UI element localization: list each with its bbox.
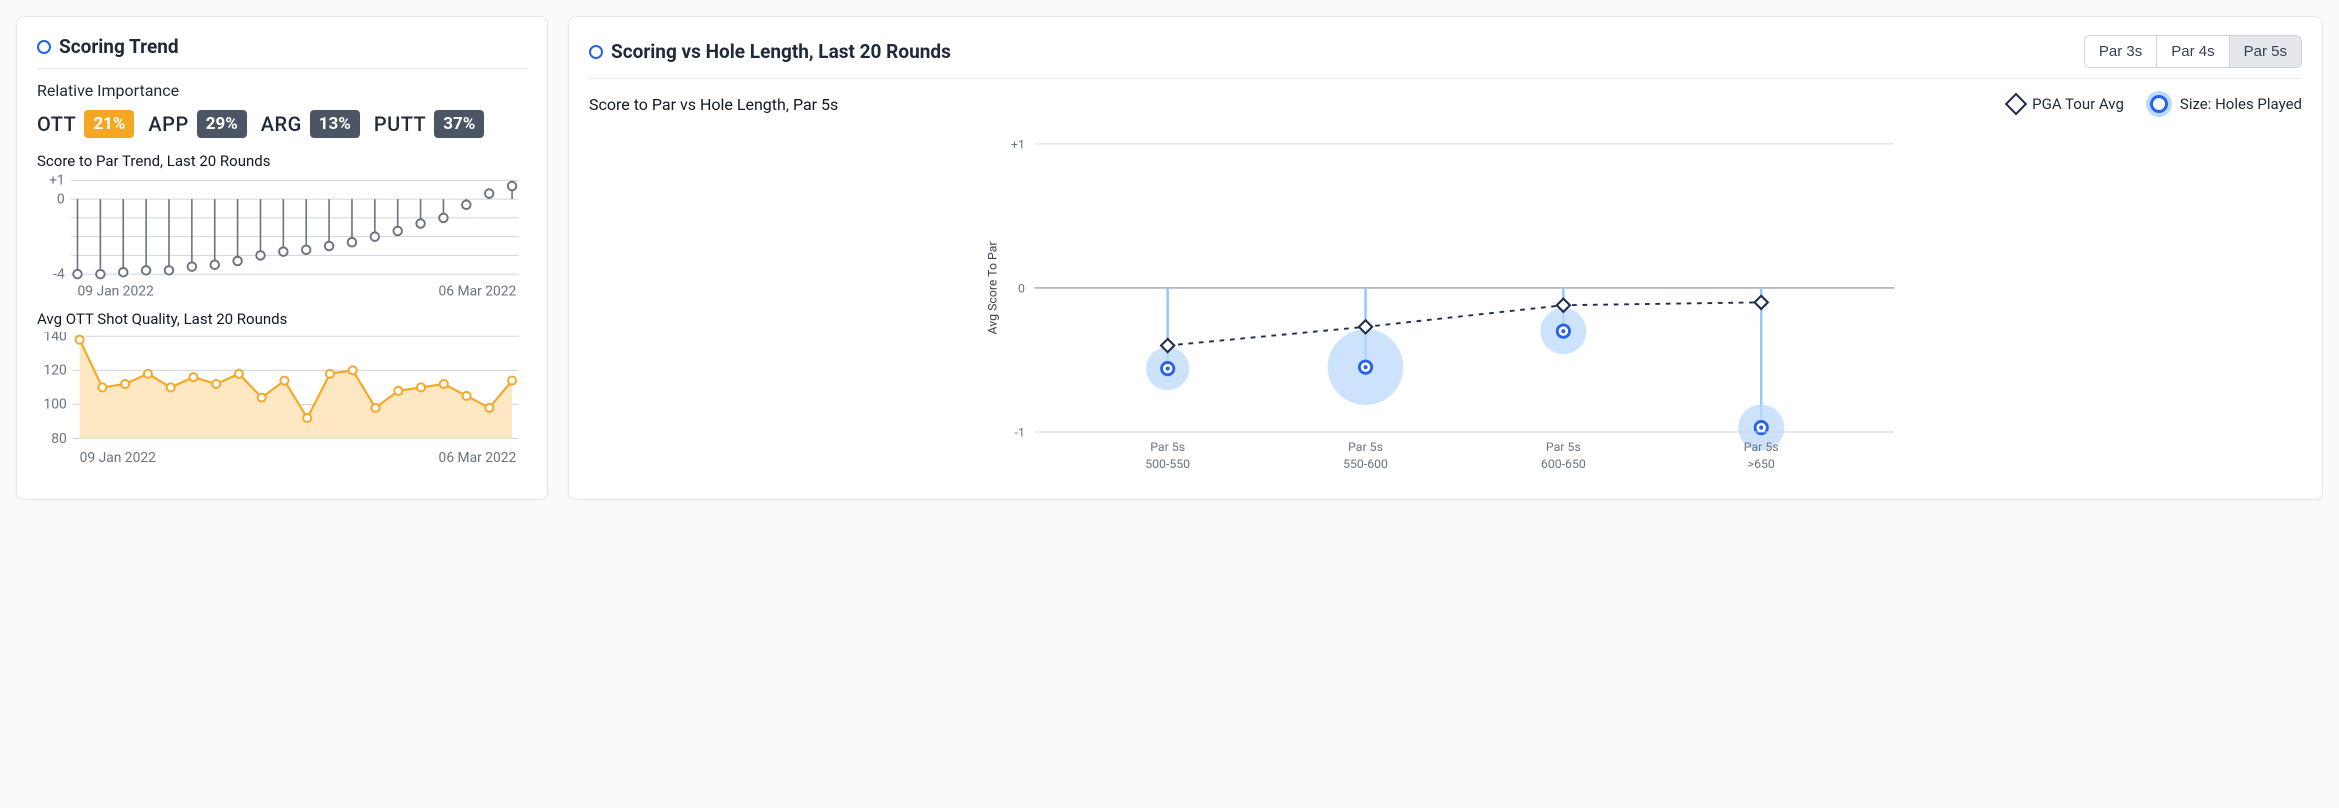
chart-legend: PGA Tour Avg Size: Holes Played	[2008, 91, 2302, 117]
scoring-trend-title: Scoring Trend	[59, 35, 179, 58]
importance-name: OTT	[37, 112, 76, 136]
svg-text:550-600: 550-600	[1343, 458, 1388, 472]
legend-size-label: Size: Holes Played	[2180, 95, 2302, 113]
svg-text:0: 0	[57, 191, 65, 207]
ring-icon	[37, 40, 51, 54]
importance-name: APP	[148, 112, 188, 136]
importance-chip: 13%	[310, 110, 360, 138]
svg-text:500-550: 500-550	[1145, 458, 1190, 472]
tab-par3[interactable]: Par 3s	[2085, 36, 2157, 67]
svg-text:Par 5s: Par 5s	[1744, 441, 1779, 455]
hole-length-title: Scoring vs Hole Length, Last 20 Rounds	[611, 40, 951, 63]
ring-icon	[589, 45, 603, 59]
svg-text:+1: +1	[1011, 139, 1025, 153]
svg-text:0: 0	[1018, 283, 1025, 297]
hole-length-card: Scoring vs Hole Length, Last 20 Rounds P…	[568, 16, 2323, 500]
importance-chip: 37%	[434, 110, 484, 138]
importance-chip: 29%	[197, 110, 247, 138]
importance-item-putt[interactable]: PUTT 37%	[374, 110, 484, 138]
ott-quality-title: Avg OTT Shot Quality, Last 20 Rounds	[37, 310, 527, 328]
svg-text:Par 5s: Par 5s	[1348, 441, 1383, 455]
card-title: Scoring Trend	[37, 35, 179, 58]
importance-label: Relative Importance	[37, 81, 527, 100]
legend-pga: PGA Tour Avg	[2008, 95, 2124, 113]
importance-item-arg[interactable]: ARG 13%	[261, 110, 360, 138]
score-trend-title: Score to Par Trend, Last 20 Rounds	[37, 152, 527, 170]
svg-text:600-650: 600-650	[1541, 458, 1586, 472]
card-header: Scoring Trend	[37, 35, 527, 69]
svg-text:140: 140	[44, 332, 67, 345]
score-trend-chart: +1 0 -4 09 Jan 2022 06 Mar 2022	[37, 174, 527, 302]
svg-text:>650: >650	[1748, 458, 1775, 472]
hole-length-chart: +1 0 -1 Avg Score To Par Par 5s 500-550 Par 5s…	[589, 125, 2302, 485]
svg-text:-4: -4	[53, 266, 65, 282]
svg-text:120: 120	[44, 362, 67, 378]
svg-text:06 Mar 2022: 06 Mar 2022	[439, 450, 517, 466]
importance-item-ott[interactable]: OTT 21%	[37, 110, 134, 138]
svg-text:09 Jan 2022: 09 Jan 2022	[80, 450, 157, 466]
svg-text:06 Mar 2022: 06 Mar 2022	[439, 283, 517, 299]
svg-text:100: 100	[44, 397, 67, 413]
tab-par5[interactable]: Par 5s	[2230, 36, 2301, 67]
importance-chip: 21%	[84, 110, 134, 138]
importance-name: PUTT	[374, 112, 426, 136]
svg-text:09 Jan 2022: 09 Jan 2022	[78, 283, 155, 299]
subtitle-row: Score to Par vs Hole Length, Par 5s PGA …	[589, 91, 2302, 117]
svg-text:Par 5s: Par 5s	[1150, 441, 1185, 455]
ott-quality-chart: 140 120 100 80 09 Jan 2022 06 Mar 2022	[37, 332, 527, 470]
diamond-icon	[2005, 93, 2028, 116]
scoring-trend-card: Scoring Trend Relative Importance OTT 21…	[16, 16, 548, 500]
importance-name: ARG	[261, 112, 302, 136]
card-header: Scoring vs Hole Length, Last 20 Rounds P…	[589, 35, 2302, 79]
chart-subtitle: Score to Par vs Hole Length, Par 5s	[589, 95, 838, 114]
importance-row: OTT 21% APP 29% ARG 13% PUTT 37%	[37, 110, 527, 138]
legend-size: Size: Holes Played	[2146, 91, 2302, 117]
card-title: Scoring vs Hole Length, Last 20 Rounds	[589, 40, 951, 63]
par-tabs: Par 3s Par 4s Par 5s	[2084, 35, 2302, 68]
bubble-icon	[2146, 91, 2172, 117]
svg-text:80: 80	[51, 431, 67, 447]
svg-text:Par 5s: Par 5s	[1546, 441, 1581, 455]
svg-text:+1: +1	[49, 174, 65, 189]
svg-text:-1: -1	[1015, 427, 1025, 441]
legend-pga-label: PGA Tour Avg	[2032, 95, 2124, 113]
tab-par4[interactable]: Par 4s	[2157, 36, 2229, 67]
svg-text:Avg Score To Par: Avg Score To Par	[986, 241, 1000, 334]
importance-item-app[interactable]: APP 29%	[148, 110, 246, 138]
